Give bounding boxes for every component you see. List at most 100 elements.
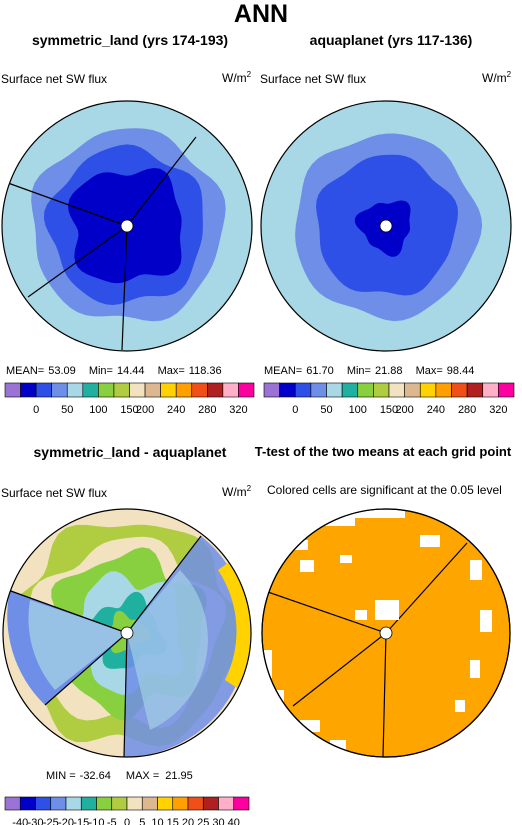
colorbar-diff-tick-9: 10 <box>151 817 163 825</box>
colorbar-diff-swatch-14 <box>218 796 235 811</box>
colorbar-diff-tick-5: -10 <box>89 817 105 825</box>
colorbar-tr-swatch-12 <box>451 382 468 398</box>
colorbar-tr-swatch-15 <box>498 382 515 398</box>
colorbar-tl-swatch-0 <box>4 382 21 398</box>
colorbar-tr-swatch-1 <box>279 382 296 398</box>
colorbar-tl-swatch-2 <box>35 382 52 398</box>
ttest-insignificant-cell-7 <box>480 610 492 632</box>
colorbar-diff-swatch-0 <box>4 796 21 811</box>
colorbar-diff-tick-2: -25 <box>43 817 59 825</box>
colorbar-tr-swatch-2 <box>294 382 312 398</box>
colorbar-tl-tick-2: 100 <box>89 404 107 416</box>
main-title: ANN <box>233 0 289 28</box>
map-aquaplanet-pole-marker <box>379 219 393 233</box>
ttest-insignificant-cell-6 <box>470 560 482 580</box>
difference-sector-east-inner <box>127 570 208 730</box>
colorbar-tl-tick-6: 280 <box>198 404 216 416</box>
stats-bl: MIN = -32.64 MAX = 21.95 <box>46 770 193 782</box>
stats-tl: MEAN= 53.09 Min= 14.44 Max= 118.36 <box>6 365 222 377</box>
variable-label-tl: Surface net SW flux <box>1 72 108 86</box>
colorbar-tl-tick-1: 50 <box>61 404 73 416</box>
colorbar-diff-swatch-2 <box>35 796 52 811</box>
colorbar-tl-swatch-4 <box>66 382 84 398</box>
colorbar-tr-swatch-9 <box>404 382 421 398</box>
difference-sector-boundary-1 <box>7 589 128 634</box>
colorbar-tr-tick-3: 150 <box>380 404 398 416</box>
map-ttest-sector-boundary-1 <box>262 589 387 634</box>
map-ttest-sector-boundary-0 <box>385 542 468 634</box>
colorbar-tl-swatch-12 <box>191 382 208 398</box>
panel-title-aquaplanet: aquaplanet (yrs 117-136) <box>309 32 473 48</box>
map-ttest-sector-boundary-3 <box>382 632 387 757</box>
map-symmetric-land-sector-boundary-0 <box>126 136 197 227</box>
colorbar-tl-tick-3: 150 <box>120 404 138 416</box>
colorbar-diff-swatch-9 <box>141 796 158 811</box>
colorbar-diff-swatch-3 <box>50 796 67 811</box>
colorbar-diff-tick-4: -15 <box>73 817 89 825</box>
map-symmetric-land-map-outline <box>1 100 253 352</box>
colorbar-tl-tick-7: 320 <box>229 404 247 416</box>
colorbar-diff-tick-7: 0 <box>124 817 130 825</box>
colorbar-tr-tick-6: 280 <box>458 404 476 416</box>
ttest-insignificant-cell-13 <box>330 740 346 750</box>
panel-title-ttest: T-test of the two means at each grid poi… <box>254 444 512 459</box>
colorbar-tr-swatch-14 <box>482 382 499 398</box>
colorbar-diff-tick-1: -30 <box>28 817 44 825</box>
colorbar-tr-tick-0: 0 <box>292 404 298 416</box>
colorbar-diff-swatch-1 <box>19 796 36 811</box>
colorbar-diff-swatch-12 <box>187 796 204 811</box>
ttest-insignificant-cell-8 <box>470 660 480 678</box>
colorbar-diff-tick-0: -40 <box>12 817 28 825</box>
map-symmetric-land-sector-boundary-3 <box>121 225 128 351</box>
ttest-insignificant-cell-9 <box>375 600 399 620</box>
map-aquaplanet-map-outline <box>260 100 512 352</box>
colorbar-tr-tick-5: 240 <box>427 404 445 416</box>
significance-note: Colored cells are significant at the 0.0… <box>267 483 502 497</box>
colorbar-tr-tick-4: 200 <box>395 404 413 416</box>
map-ttest-pole-marker <box>379 626 393 640</box>
colorbar-tr-swatch-3 <box>310 382 327 398</box>
ttest-insignificant-cell-4 <box>340 555 352 563</box>
difference-sector-boundary-2 <box>44 632 128 706</box>
colorbar-tr-swatch-4 <box>326 382 343 398</box>
colorbar-tl-tick-4: 200 <box>136 404 154 416</box>
map-symmetric-land-sector-boundary-1 <box>7 182 128 227</box>
map-symmetric-land-sector-boundary-2 <box>27 225 128 298</box>
colorbar-tl-swatch-13 <box>207 382 224 398</box>
colorbar-diff-swatch-8 <box>126 796 143 811</box>
colorbar-diff-tick-13: 30 <box>212 817 224 825</box>
colorbar-diff-swatch-13 <box>202 796 219 811</box>
colorbar-diff-tick-8: 5 <box>139 817 145 825</box>
map-difference-pole-marker <box>120 626 134 640</box>
map-difference-map-outline <box>2 508 252 758</box>
colorbar-tr-tick-2: 100 <box>349 404 367 416</box>
colorbar-diff-tick-6: -5 <box>107 817 117 825</box>
variable-label-tr: Surface net SW flux <box>260 72 367 86</box>
ttest-insignificant-cell-14 <box>455 700 465 712</box>
colorbar-tl-swatch-1 <box>20 382 37 398</box>
ttest-insignificant-cell-11 <box>262 650 272 678</box>
colorbar-tr-swatch-13 <box>466 382 484 398</box>
colorbar-tr-swatch-10 <box>419 382 437 398</box>
ttest-insignificant-cell-1 <box>345 509 405 518</box>
colorbar-tl-swatch-8 <box>129 382 146 398</box>
colorbar-tl-swatch-6 <box>98 382 115 398</box>
panel-title-symmetric-land: symmetric_land (yrs 174-193) <box>31 32 229 48</box>
colorbar-diff-swatch-4 <box>65 796 82 811</box>
map-ttest-outline-top <box>261 508 511 758</box>
colorbar-diff-tick-11: 20 <box>182 817 194 825</box>
colorbar-diff-swatch-5 <box>80 796 97 811</box>
colorbar-tl-tick-0: 0 <box>33 404 39 416</box>
difference-sector-west-inner <box>28 600 127 690</box>
map-ttest-sector-boundary-2 <box>292 632 387 707</box>
unit-label-bl: W/m2 <box>222 484 252 499</box>
colorbar-diff-swatch-7 <box>111 796 128 811</box>
colorbar-tr-swatch-11 <box>435 382 452 398</box>
colorbar-diff-swatch-6 <box>96 796 113 811</box>
ttest-insignificant-cell-3 <box>300 560 314 572</box>
colorbar-tl-tick-5: 240 <box>167 404 185 416</box>
colorbar-tl-swatch-5 <box>82 382 99 398</box>
colorbar-tl-swatch-15 <box>238 382 255 398</box>
ttest-insignificant-cell-10 <box>355 610 367 620</box>
